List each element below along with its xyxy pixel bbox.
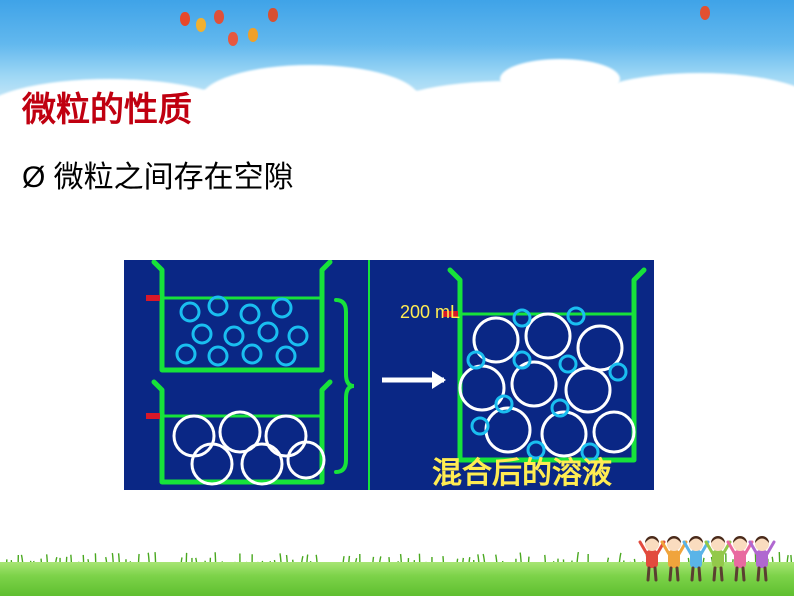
balloon-icon [268, 8, 278, 22]
balloon-icon [700, 6, 710, 20]
balloon-icon [180, 12, 190, 26]
balloon-icon [248, 28, 258, 42]
balloon-icon [228, 32, 238, 46]
page-title: 微粒的性质 [22, 82, 192, 131]
label-result-caption: 混合后的溶液 [432, 448, 612, 492]
balloon-icon [196, 18, 206, 32]
bullet-subtitle: Ø 微粒之间存在空隙 [22, 152, 294, 196]
balloon-icon [214, 10, 224, 24]
children-illustration [638, 512, 778, 582]
label-result-volume: 200 mL [400, 302, 460, 323]
